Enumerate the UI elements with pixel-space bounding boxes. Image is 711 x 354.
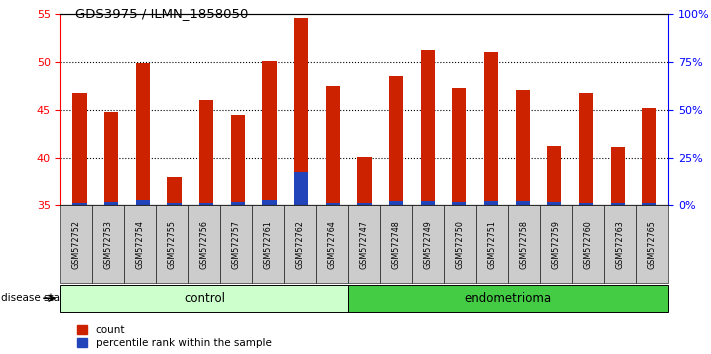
Bar (104, 202, 118, 205)
Text: control: control (184, 292, 225, 305)
Bar (294, 172, 308, 205)
Bar (357, 156, 372, 205)
Bar (262, 61, 277, 205)
Bar (389, 76, 403, 205)
Bar (515, 201, 530, 205)
Bar (642, 203, 656, 205)
Bar (579, 92, 593, 205)
Bar (389, 201, 403, 205)
Bar (547, 202, 562, 205)
Text: GSM572748: GSM572748 (392, 220, 401, 269)
Text: GSM572760: GSM572760 (584, 220, 593, 269)
Bar (294, 18, 308, 205)
Text: GDS3975 / ILMN_1858050: GDS3975 / ILMN_1858050 (75, 7, 248, 20)
Bar (611, 203, 625, 205)
Text: GSM572762: GSM572762 (296, 220, 305, 269)
Bar (199, 204, 213, 205)
Text: endometrioma: endometrioma (465, 292, 552, 305)
Bar (73, 93, 87, 205)
Text: GSM572758: GSM572758 (520, 220, 529, 269)
Text: GSM572747: GSM572747 (360, 220, 369, 269)
Bar (199, 100, 213, 205)
Bar (167, 177, 181, 205)
Text: GSM572754: GSM572754 (136, 220, 145, 269)
Bar (230, 202, 245, 205)
Text: GSM572761: GSM572761 (264, 220, 273, 269)
Text: GSM572752: GSM572752 (72, 220, 81, 269)
Text: GSM572755: GSM572755 (168, 220, 177, 269)
Bar (357, 204, 372, 205)
Bar (136, 200, 150, 205)
Bar (642, 108, 656, 205)
Text: GSM572763: GSM572763 (616, 220, 625, 269)
Bar (452, 202, 466, 205)
Text: GSM572750: GSM572750 (456, 220, 465, 269)
Bar (136, 63, 150, 205)
Bar (73, 203, 87, 205)
Bar (484, 52, 498, 205)
Bar (230, 115, 245, 205)
Bar (452, 88, 466, 205)
Text: GSM572765: GSM572765 (648, 220, 657, 269)
Bar (421, 201, 435, 205)
Legend: count, percentile rank within the sample: count, percentile rank within the sample (73, 321, 276, 352)
Bar (515, 90, 530, 205)
Text: GSM572756: GSM572756 (200, 220, 209, 269)
Text: GSM572753: GSM572753 (104, 220, 113, 269)
Bar (484, 201, 498, 205)
Bar (579, 203, 593, 205)
Bar (611, 147, 625, 205)
Text: GSM572759: GSM572759 (552, 220, 561, 269)
Bar (104, 112, 118, 205)
Bar (326, 204, 340, 205)
Bar (547, 146, 562, 205)
Bar (421, 51, 435, 205)
Text: disease state: disease state (1, 293, 70, 303)
Bar (326, 86, 340, 205)
Text: GSM572751: GSM572751 (488, 220, 497, 269)
Bar (167, 204, 181, 205)
Text: GSM572757: GSM572757 (232, 220, 241, 269)
Text: GSM572764: GSM572764 (328, 220, 337, 269)
Text: GSM572749: GSM572749 (424, 220, 433, 269)
Bar (262, 200, 277, 205)
